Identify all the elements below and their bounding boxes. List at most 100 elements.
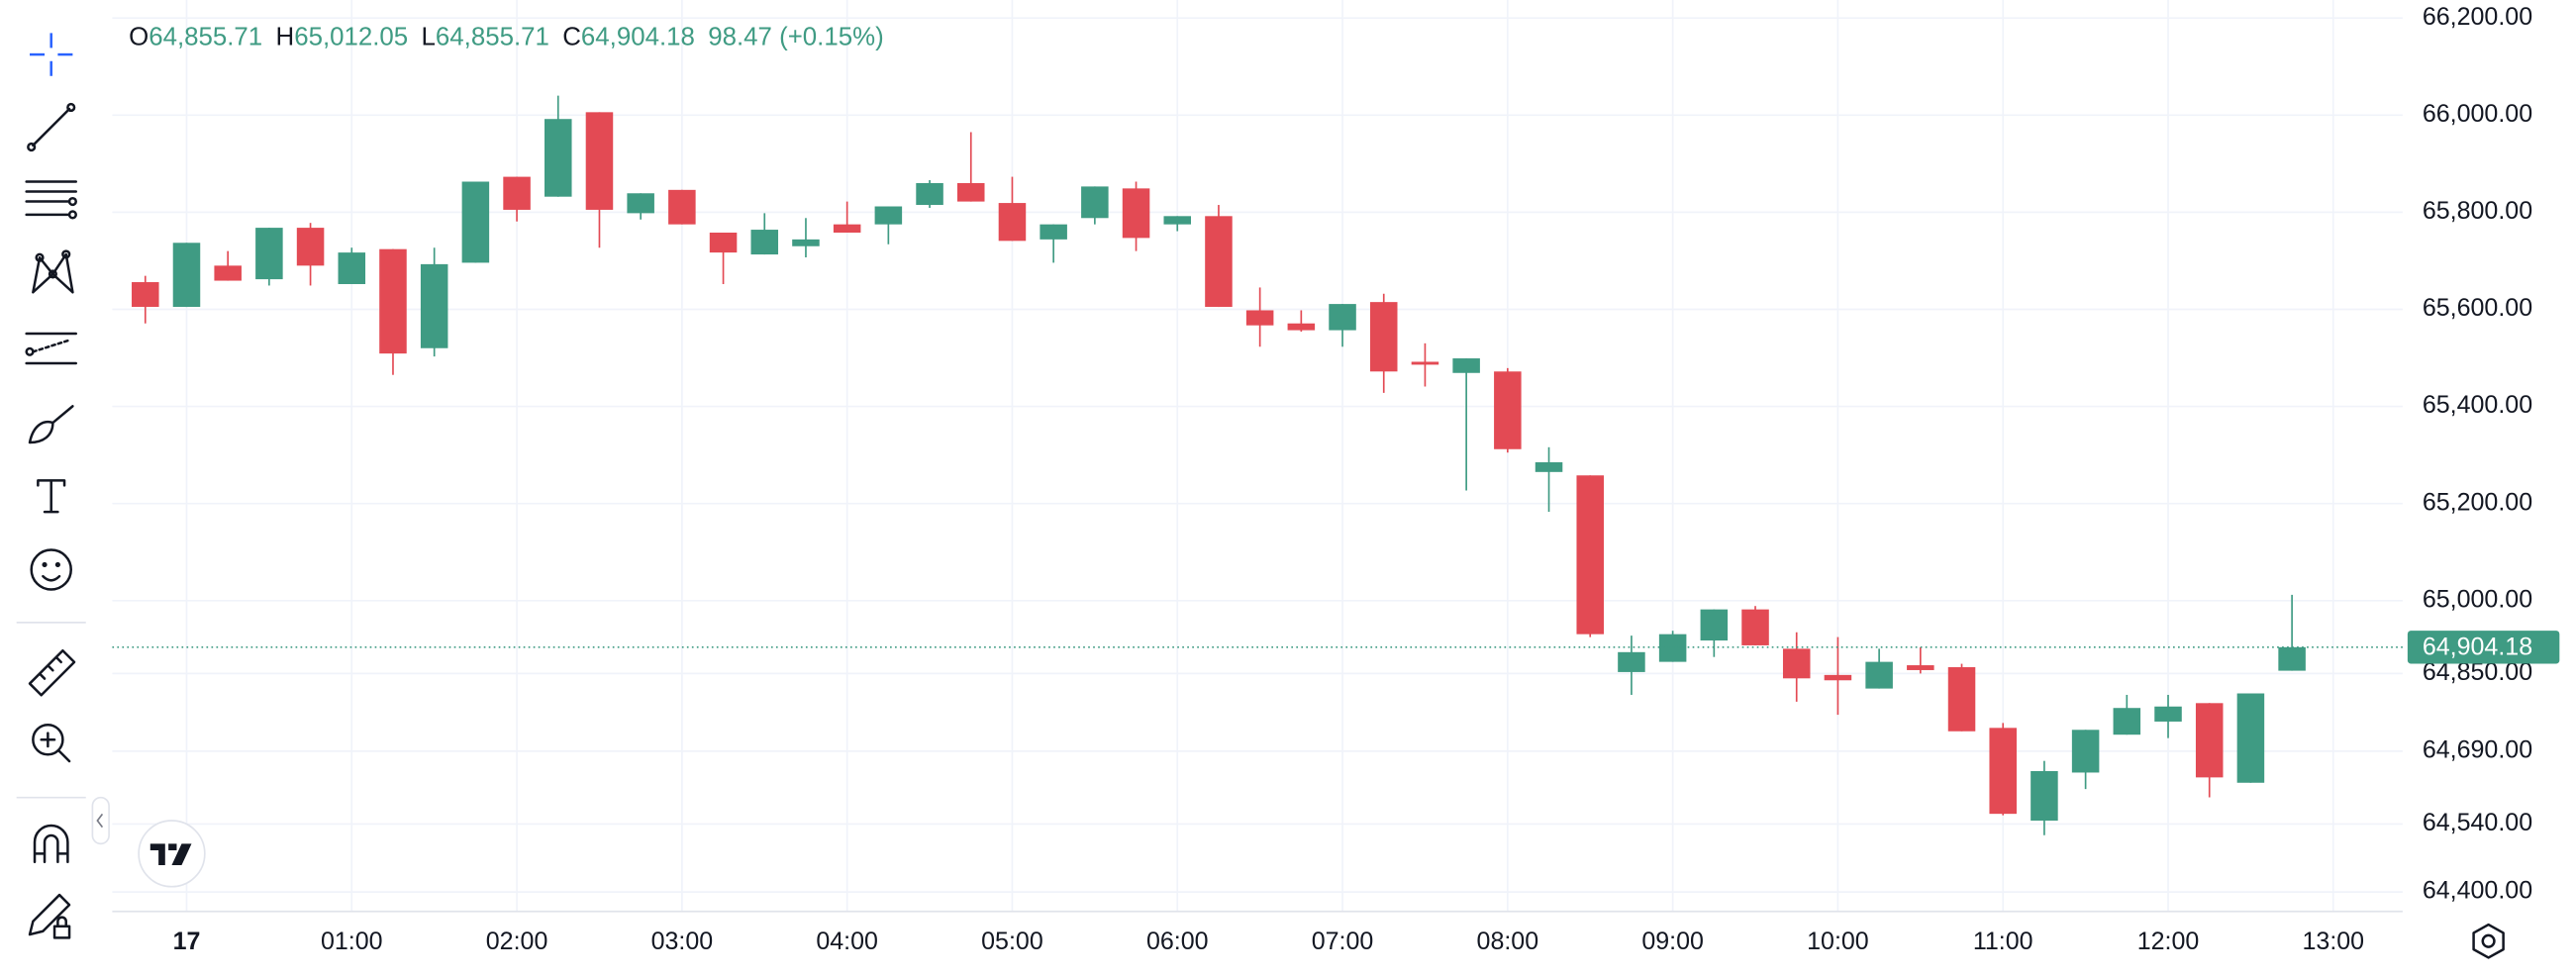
change-value: 98.47 (+0.15%) bbox=[708, 23, 883, 50]
y-tick-label: 64,540.00 bbox=[2423, 809, 2532, 836]
candle-body bbox=[214, 265, 242, 281]
candle-body bbox=[420, 263, 448, 348]
y-tick-label: 66,200.00 bbox=[2423, 3, 2532, 31]
candle-body bbox=[1287, 323, 1316, 331]
candle-body bbox=[1576, 475, 1604, 635]
candle-body bbox=[1452, 358, 1480, 373]
x-tick-label: 02:00 bbox=[486, 928, 548, 955]
candle-body bbox=[1329, 304, 1356, 331]
candle-body bbox=[296, 228, 325, 266]
toolbar bbox=[16, 33, 86, 939]
ohlc-key: L bbox=[422, 23, 436, 50]
candle-body bbox=[2113, 708, 2141, 735]
ruler-tool[interactable] bbox=[28, 648, 76, 697]
candle-body bbox=[461, 181, 490, 263]
ohlc-header: O64,855.71 H65,012.05 L64,855.71 C64,904.18… bbox=[129, 23, 884, 50]
candle-body bbox=[132, 282, 159, 308]
emoji-tool[interactable] bbox=[30, 548, 72, 591]
candle-body bbox=[833, 224, 861, 233]
y-tick-label: 65,800.00 bbox=[2423, 197, 2532, 225]
candle-body bbox=[956, 182, 985, 202]
candle-body bbox=[1865, 661, 1893, 689]
candle-body bbox=[1947, 667, 1976, 732]
x-tick-label: 07:00 bbox=[1312, 928, 1374, 955]
x-tick-label: 08:00 bbox=[1477, 928, 1539, 955]
pattern-tool[interactable] bbox=[32, 249, 74, 294]
collapse-toolbar-button[interactable] bbox=[91, 796, 110, 845]
price-tag bbox=[2407, 631, 2560, 664]
candle-body bbox=[338, 252, 366, 284]
candle-body bbox=[998, 203, 1027, 242]
x-tick-label: 13:00 bbox=[2303, 928, 2365, 955]
ohlc-value: 64,904.18 bbox=[581, 23, 695, 50]
candle-body bbox=[255, 228, 283, 280]
tradingview-logo[interactable] bbox=[138, 820, 206, 888]
crosshair-tool[interactable] bbox=[30, 33, 73, 76]
candle-body bbox=[668, 189, 696, 225]
candle-body bbox=[585, 112, 614, 210]
y-tick-label: 66,000.00 bbox=[2423, 100, 2532, 128]
forecast-tool[interactable] bbox=[25, 332, 77, 365]
candle-body bbox=[379, 248, 407, 354]
lock-drawings-tool[interactable] bbox=[28, 893, 71, 939]
candle-body bbox=[1741, 609, 1769, 645]
text-tool[interactable] bbox=[37, 479, 66, 514]
ohlc-key: H bbox=[276, 23, 295, 50]
y-tick-label: 64,690.00 bbox=[2423, 735, 2532, 763]
x-tick-label: 09:00 bbox=[1641, 928, 1704, 955]
ohlc-value: 65,012.05 bbox=[294, 23, 408, 50]
candle-body bbox=[1700, 609, 1729, 641]
candle-body bbox=[1494, 371, 1522, 449]
x-tick-label: 10:00 bbox=[1807, 928, 1869, 955]
candle-body bbox=[1122, 188, 1150, 239]
price-tag-label: 64,904.18 bbox=[2423, 633, 2532, 660]
ohlc-key: C bbox=[562, 23, 581, 50]
candle-body bbox=[2195, 703, 2224, 778]
settings-button[interactable] bbox=[2472, 923, 2505, 959]
ohlc-value: 64,855.71 bbox=[436, 23, 549, 50]
candle-body bbox=[1205, 216, 1233, 308]
candle-body bbox=[1245, 310, 1274, 326]
candle-body bbox=[1081, 186, 1109, 219]
brush-tool[interactable] bbox=[28, 405, 74, 444]
candle-body bbox=[1411, 361, 1439, 365]
candle-body bbox=[792, 239, 820, 246]
trend-line-tool[interactable] bbox=[27, 102, 76, 152]
x-tick-label: 05:00 bbox=[981, 928, 1043, 955]
ohlc-key: O bbox=[129, 23, 149, 50]
x-tick-label: 12:00 bbox=[2137, 928, 2200, 955]
y-tick-label: 65,400.00 bbox=[2423, 391, 2532, 419]
candle-body bbox=[1782, 648, 1811, 679]
candle-body bbox=[1040, 224, 1067, 240]
collapse-arrow bbox=[96, 813, 104, 829]
magnet-tool[interactable] bbox=[33, 824, 69, 863]
y-tick-label: 65,000.00 bbox=[2423, 585, 2532, 613]
x-tick-label: 11:00 bbox=[1973, 928, 2033, 955]
candle-body bbox=[2154, 706, 2182, 722]
candle-body bbox=[916, 182, 943, 206]
y-tick-label: 64,400.00 bbox=[2423, 877, 2532, 905]
x-tick-label: 03:00 bbox=[651, 928, 714, 955]
x-tick-label: 06:00 bbox=[1146, 928, 1209, 955]
y-tick-label: 65,200.00 bbox=[2423, 488, 2532, 516]
candle-body bbox=[874, 206, 903, 225]
zoom-tool[interactable] bbox=[32, 724, 71, 763]
candle-body bbox=[1989, 728, 2017, 815]
candle-body bbox=[1535, 462, 1563, 472]
candle-body bbox=[1907, 665, 1934, 670]
candle-body bbox=[1618, 651, 1645, 672]
candle-body bbox=[545, 119, 572, 197]
candle-body bbox=[2071, 730, 2100, 773]
x-tick-label: 17 bbox=[173, 928, 201, 955]
x-tick-label: 01:00 bbox=[321, 928, 383, 955]
candle-body bbox=[709, 232, 738, 253]
fib-tool[interactable] bbox=[25, 180, 77, 220]
candle-body bbox=[1163, 216, 1192, 225]
x-tick-label: 04:00 bbox=[816, 928, 878, 955]
candle-body bbox=[503, 176, 531, 210]
candle-body bbox=[1824, 674, 1852, 681]
candle-body bbox=[627, 193, 654, 214]
candle-body bbox=[2236, 693, 2265, 783]
